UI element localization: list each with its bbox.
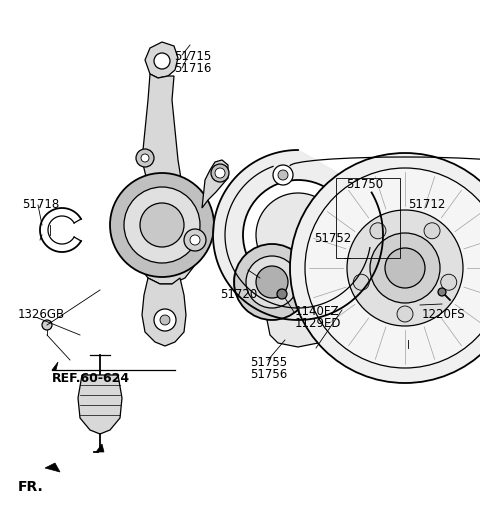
Circle shape: [424, 223, 440, 239]
Circle shape: [385, 248, 425, 288]
Circle shape: [277, 289, 287, 299]
Polygon shape: [96, 444, 104, 452]
Circle shape: [348, 256, 376, 284]
Circle shape: [290, 153, 480, 383]
Polygon shape: [145, 42, 178, 78]
Circle shape: [356, 297, 368, 309]
Circle shape: [438, 288, 446, 296]
Polygon shape: [52, 362, 58, 370]
Bar: [336, 178, 400, 258]
Text: 51750: 51750: [346, 178, 383, 191]
Circle shape: [397, 306, 413, 322]
Circle shape: [312, 220, 412, 320]
Polygon shape: [202, 160, 228, 208]
Circle shape: [154, 53, 170, 69]
Polygon shape: [378, 215, 395, 255]
Text: 51755: 51755: [250, 356, 287, 369]
Circle shape: [336, 237, 348, 249]
Text: 51716: 51716: [174, 62, 211, 75]
Text: 1129ED: 1129ED: [295, 317, 341, 330]
Circle shape: [347, 210, 463, 326]
Polygon shape: [142, 74, 182, 210]
Circle shape: [110, 173, 214, 277]
Text: 1220FS: 1220FS: [422, 308, 466, 321]
Text: 1140FZ: 1140FZ: [295, 305, 339, 318]
Circle shape: [246, 256, 298, 308]
Circle shape: [256, 266, 288, 298]
Text: FR.: FR.: [18, 480, 44, 494]
Circle shape: [124, 187, 200, 263]
Polygon shape: [266, 315, 330, 347]
Circle shape: [375, 237, 387, 249]
Text: 1326GB: 1326GB: [18, 308, 65, 321]
Text: 51718: 51718: [22, 198, 59, 211]
Polygon shape: [130, 175, 205, 284]
Circle shape: [140, 203, 184, 247]
Circle shape: [278, 170, 288, 180]
Circle shape: [339, 252, 349, 262]
Circle shape: [387, 274, 399, 286]
Circle shape: [305, 168, 480, 368]
Text: REF.60-624: REF.60-624: [52, 372, 130, 385]
Polygon shape: [213, 150, 383, 320]
Circle shape: [340, 248, 384, 292]
Circle shape: [353, 274, 369, 290]
Circle shape: [136, 149, 154, 167]
Text: 51715: 51715: [174, 50, 211, 63]
Circle shape: [273, 165, 293, 185]
Text: 51712: 51712: [408, 198, 445, 211]
Circle shape: [184, 229, 206, 251]
Text: 51720: 51720: [220, 288, 257, 301]
Circle shape: [324, 232, 400, 308]
Polygon shape: [45, 463, 60, 472]
Circle shape: [370, 233, 440, 303]
Circle shape: [211, 164, 229, 182]
Circle shape: [256, 193, 340, 277]
Circle shape: [215, 168, 225, 178]
Circle shape: [234, 244, 310, 320]
Circle shape: [324, 274, 336, 286]
Circle shape: [190, 235, 200, 245]
Circle shape: [441, 274, 457, 290]
Polygon shape: [142, 278, 186, 346]
Text: 51752: 51752: [314, 232, 351, 245]
Polygon shape: [78, 375, 122, 434]
Circle shape: [243, 180, 353, 290]
Circle shape: [160, 315, 170, 325]
Circle shape: [141, 154, 149, 162]
Circle shape: [42, 320, 52, 330]
Text: 51756: 51756: [250, 368, 287, 381]
Circle shape: [154, 309, 176, 331]
Circle shape: [370, 223, 386, 239]
